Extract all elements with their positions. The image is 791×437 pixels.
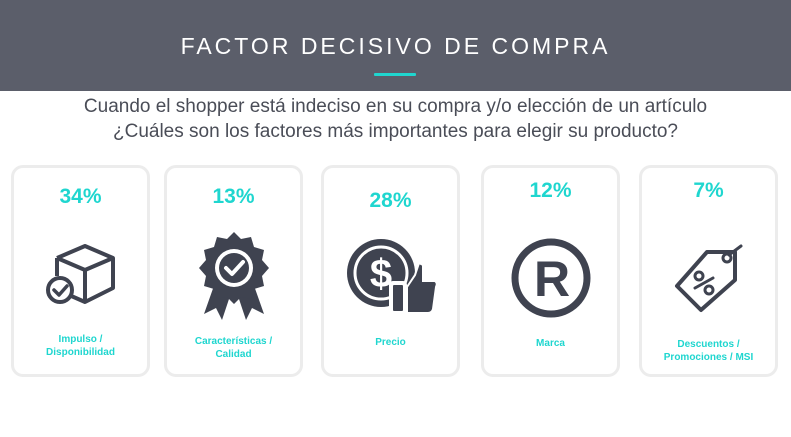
page-title: FACTOR DECISIVO DE COMPRA xyxy=(180,33,611,59)
factor-label-line-2: Disponibilidad xyxy=(46,347,115,358)
factor-card-caracteristicas: 13% Características / Calidad xyxy=(164,165,303,377)
registered-trademark-icon: R xyxy=(509,236,593,325)
factor-label-line-1: Impulso / xyxy=(58,334,103,345)
factor-label-line-1: Descuentos / xyxy=(677,339,740,350)
factor-card-marca: 12% R Marca xyxy=(481,165,620,377)
discount-tag-icon xyxy=(671,242,747,319)
factor-percent: 12% xyxy=(529,179,572,202)
svg-text:R: R xyxy=(533,251,569,307)
question-line-2: ¿Cuáles son los factores más importantes… xyxy=(113,121,678,142)
header-bar: FACTOR DECISIVO DE COMPRA xyxy=(0,0,791,91)
factor-percent: 34% xyxy=(59,185,102,208)
factor-percent: 7% xyxy=(693,179,724,202)
factor-label-line-2: Promociones / MSI xyxy=(663,352,754,363)
title-underline xyxy=(374,73,416,76)
factor-card-precio: 28% $ Precio xyxy=(321,165,460,377)
box-check-icon xyxy=(45,240,117,313)
dollar-thumbs-up-icon: $ xyxy=(343,235,439,320)
factor-card-impulso: 34% Impulso / Disponibilidad xyxy=(11,165,150,377)
factor-label-line-1: Marca xyxy=(536,338,565,349)
quality-badge-icon xyxy=(194,228,274,327)
factor-label-line-1: Precio xyxy=(375,337,406,348)
factor-percent: 13% xyxy=(212,185,255,208)
svg-text:$: $ xyxy=(369,252,391,296)
factor-percent: 28% xyxy=(369,189,412,212)
question-line-1: Cuando el shopper está indeciso en su co… xyxy=(83,96,708,117)
factor-label-line-2: Calidad xyxy=(215,349,252,360)
factor-card-descuentos: 7% Descuentos / Promociones / MSI xyxy=(639,165,778,377)
factor-label-line-1: Características / xyxy=(194,336,273,347)
